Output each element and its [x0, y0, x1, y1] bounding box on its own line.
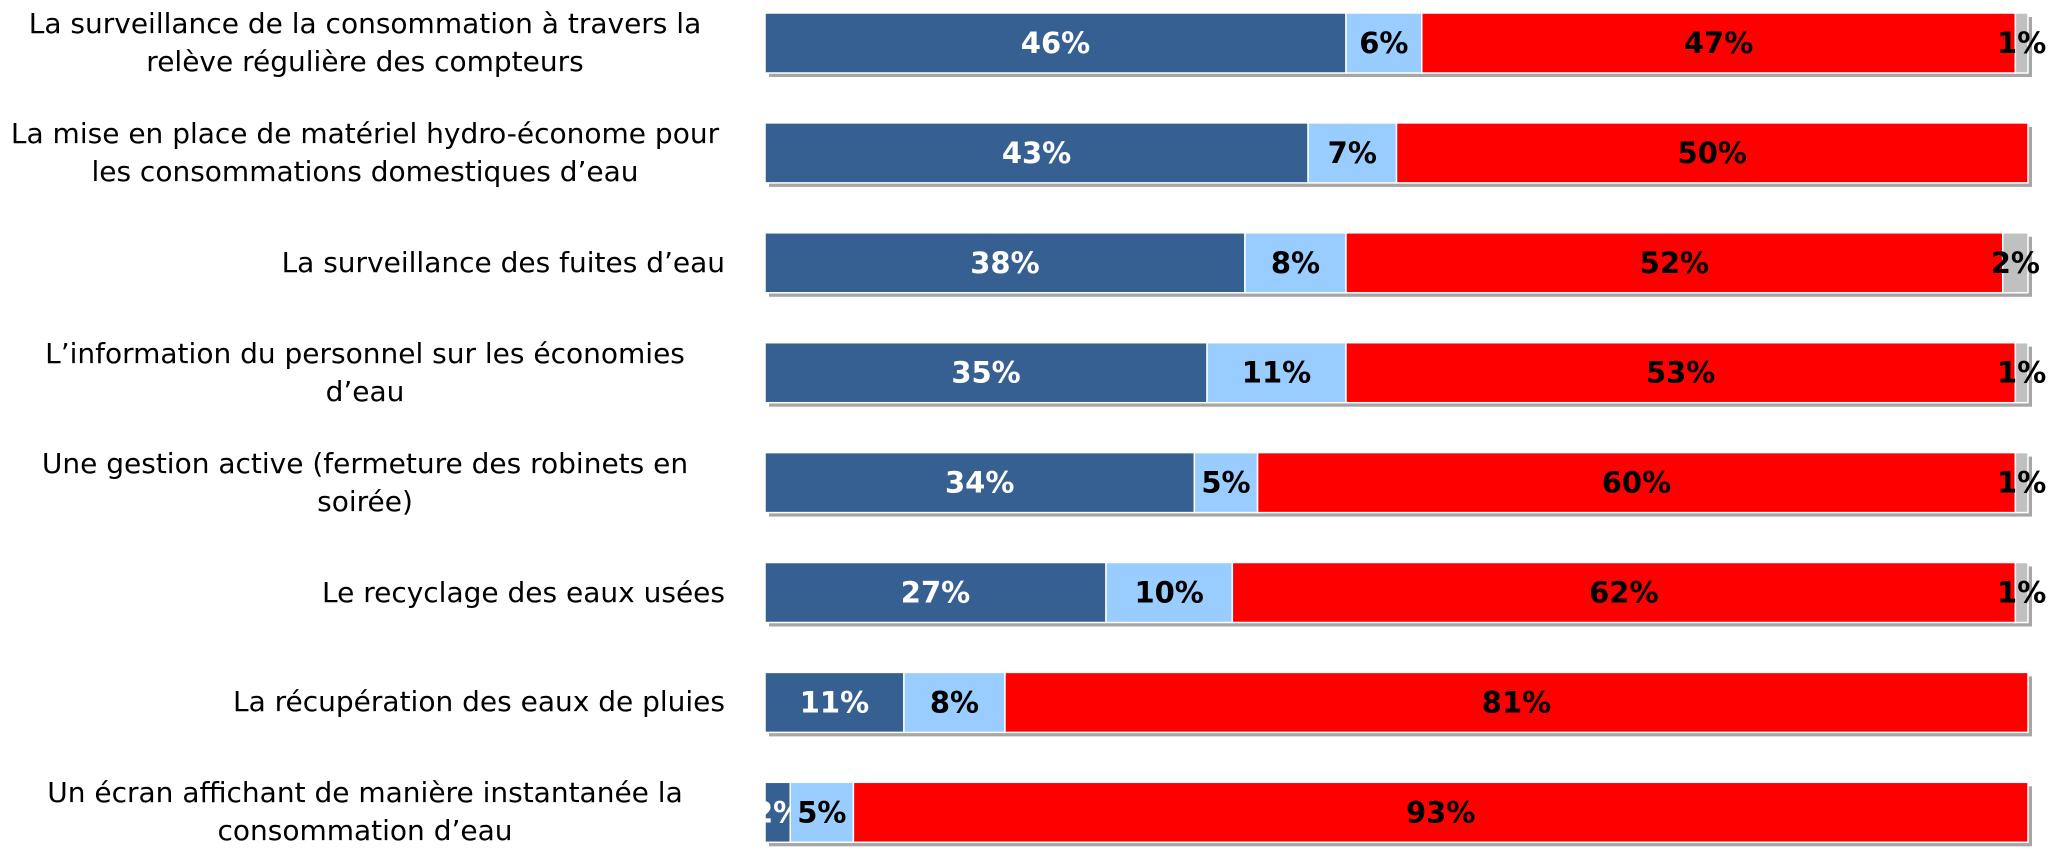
value-label: 38%: [970, 246, 1039, 280]
value-label: 11%: [800, 685, 869, 719]
bar-segment: [1206, 341, 1347, 404]
bar-segment: [2014, 451, 2029, 514]
value-label: 46%: [1021, 26, 1090, 60]
category-label-wrap: Un écran affichant de manière instantané…: [5, 762, 725, 850]
bar-segment: [2001, 232, 2029, 294]
value-label: 34%: [945, 466, 1014, 500]
value-label: 52%: [1640, 246, 1709, 280]
value-label: 81%: [1482, 685, 1551, 719]
value-label: 50%: [1678, 136, 1747, 170]
value-label: 11%: [1242, 356, 1311, 390]
bar-segment: [764, 232, 1246, 294]
bar-segment: [1231, 561, 2017, 624]
bar-segment: [1193, 451, 1259, 514]
bar-segment: [764, 781, 792, 844]
category-label-wrap: L’information du personnel sur les écono…: [5, 323, 725, 423]
bar-segment: [2014, 12, 2029, 74]
bar-segment: [1256, 451, 2017, 514]
bar-segment: [1421, 12, 2017, 74]
value-label: 10%: [1134, 576, 1203, 610]
category-label-box: L’information du personnel sur les écono…: [5, 323, 725, 423]
category-label-wrap: La surveillance de la consommation à tra…: [5, 0, 725, 93]
category-label-wrap: Le recyclage des eaux usées: [5, 543, 725, 643]
bar-segment: [764, 122, 1309, 184]
bar-segment: [2014, 341, 2029, 404]
value-label: 62%: [1589, 576, 1658, 610]
value-label: 53%: [1646, 356, 1715, 390]
category-label: La surveillance des fuites d’eau: [281, 245, 725, 279]
category-label-box: La surveillance des fuites d’eau: [5, 213, 725, 313]
value-label: 1%: [1997, 356, 2046, 390]
category-label: La surveillance de la consommation à tra…: [28, 7, 702, 78]
category-label-box: Le recyclage des eaux usées: [5, 543, 725, 643]
category-label: La récupération des eaux de pluies: [232, 685, 725, 719]
value-label: 5%: [797, 795, 846, 829]
value-label: 8%: [930, 685, 979, 719]
bar-segment: [1004, 671, 2029, 734]
bar-segment: [1395, 122, 2029, 184]
category-label-wrap: Une gestion active (fermeture des robine…: [5, 433, 725, 533]
category-label: Une gestion active (fermeture des robine…: [41, 446, 689, 518]
category-label-box: Un écran affichant de manière instantané…: [5, 762, 725, 850]
value-label: 8%: [1271, 246, 1320, 280]
value-label: 1%: [1997, 576, 2046, 610]
bar-segment: [2014, 561, 2029, 624]
bar-segment: [764, 341, 1208, 404]
value-label: 6%: [1359, 26, 1408, 60]
bar-segment: [1345, 341, 2017, 404]
value-label: 2%: [1991, 246, 2040, 280]
value-label: 60%: [1602, 466, 1671, 500]
bar-segment: [1307, 122, 1398, 184]
value-label: 35%: [951, 356, 1020, 390]
bar-segment: [1345, 232, 2004, 294]
category-label-box: La mise en place de matériel hydro-écono…: [5, 103, 725, 203]
category-label: L’information du personnel sur les écono…: [45, 336, 685, 408]
category-label: La mise en place de matériel hydro-écono…: [10, 116, 720, 188]
category-label: Un écran affichant de manière instantané…: [47, 776, 683, 848]
value-label: 1%: [1997, 26, 2046, 60]
category-label-box: La surveillance de la consommation à tra…: [5, 0, 725, 93]
value-label: 7%: [1328, 136, 1377, 170]
bar-segment: [764, 451, 1196, 514]
value-label: 93%: [1406, 795, 1475, 829]
bar-segment: [1345, 12, 1423, 74]
category-label-wrap: La mise en place de matériel hydro-écono…: [5, 103, 725, 203]
bar-segment: [1105, 561, 1234, 624]
value-label: 43%: [1002, 136, 1071, 170]
category-label: Le recyclage des eaux usées: [321, 575, 725, 609]
category-label-box: La récupération des eaux de pluies: [5, 652, 725, 752]
value-label: 27%: [901, 576, 970, 610]
bar-segment: [852, 781, 2029, 844]
bar-segment: [764, 12, 1347, 74]
bar-segment: [764, 671, 905, 734]
category-label-wrap: La surveillance des fuites d’eau: [5, 213, 725, 313]
value-label: 5%: [1201, 466, 1250, 500]
category-label-wrap: La récupération des eaux de pluies: [5, 652, 725, 752]
value-label: 47%: [1684, 26, 1753, 60]
bar-segment: [764, 561, 1107, 624]
value-label: 1%: [1997, 466, 2046, 500]
category-label-box: Une gestion active (fermeture des robine…: [5, 433, 725, 533]
